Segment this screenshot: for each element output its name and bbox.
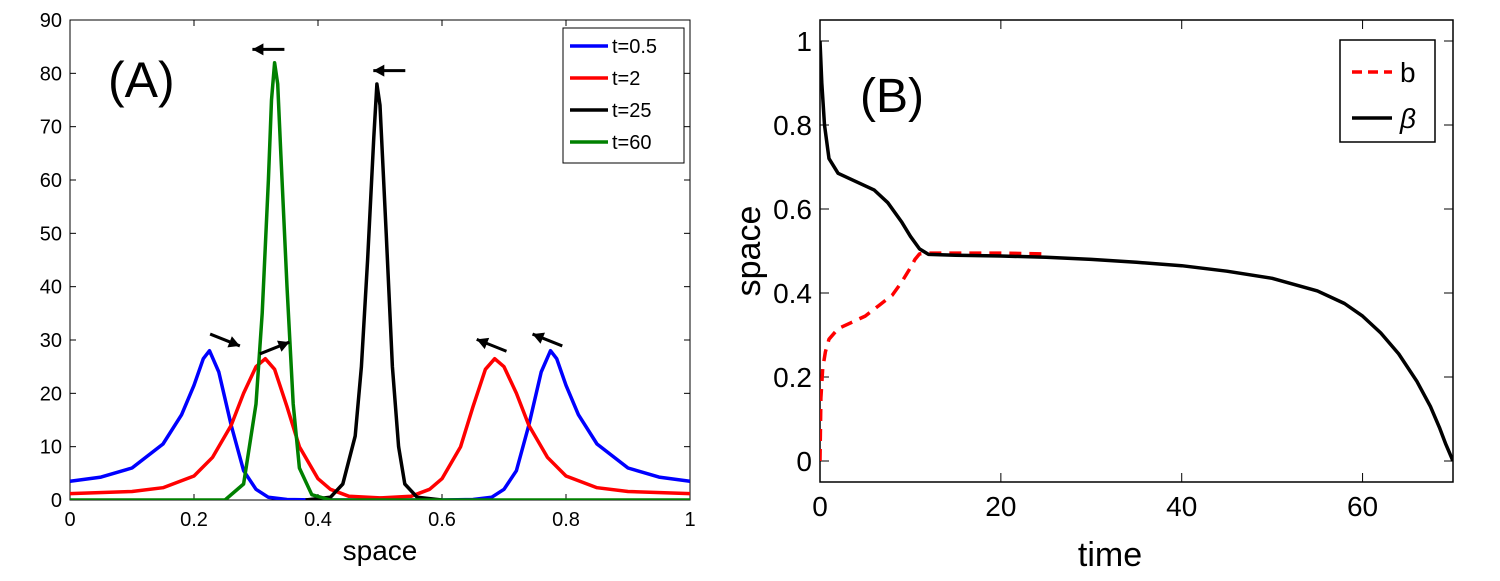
x-tick-label: 40 xyxy=(1166,491,1197,522)
y-tick-label: 0 xyxy=(51,490,62,512)
annotation-arrow-head xyxy=(252,43,264,56)
panel-a-legend: t=0.5 t=2 t=25 t=60 xyxy=(562,27,685,164)
y-tick-label: 10 xyxy=(40,437,62,459)
annotation-arrow-head xyxy=(476,337,490,350)
panel-b: 0 20 40 60 0 0.2 0.4 0.6 0.8 1 (B) time space bβ xyxy=(730,19,1454,574)
legend-label: b xyxy=(1400,57,1416,88)
panel-a-series xyxy=(70,60,690,500)
y-tick-label: 1 xyxy=(796,26,812,57)
panel-b-legend-box xyxy=(1339,39,1436,143)
series-line-t-0-5 xyxy=(70,348,690,500)
legend-label: t=2 xyxy=(612,68,640,90)
series-line-t-25 xyxy=(305,82,443,500)
panel-b-series xyxy=(820,40,1453,462)
legend-label: β xyxy=(1399,103,1416,134)
x-tick-label: 0.2 xyxy=(180,509,208,531)
x-tick-label: 60 xyxy=(1347,491,1378,522)
y-tick-label: 40 xyxy=(40,277,62,299)
y-tick-label: 90 xyxy=(40,10,62,32)
panel-b-legend: bβ xyxy=(1339,39,1436,143)
legend-label: t=60 xyxy=(612,132,651,154)
annotation-arrow-head xyxy=(373,64,385,77)
x-tick-label: 20 xyxy=(985,491,1016,522)
legend-label: t=0.5 xyxy=(612,36,657,58)
y-tick-label: 0 xyxy=(796,446,812,477)
x-tick-label: 0.8 xyxy=(552,509,580,531)
y-tick-label: 0.2 xyxy=(773,362,812,393)
series-line-t-60 xyxy=(70,60,690,500)
x-tick-label: 1 xyxy=(684,509,695,531)
x-tick-label: 0.6 xyxy=(428,509,456,531)
y-tick-label: 50 xyxy=(40,223,62,245)
annotation-arrow-head xyxy=(227,336,240,348)
y-tick-label: 0.6 xyxy=(773,194,812,225)
y-tick-label: 70 xyxy=(40,117,62,139)
panel-a-label: (A) xyxy=(108,52,175,108)
x-tick-label: 0 xyxy=(812,491,828,522)
panel-b-ticks: 0 20 40 60 0 0.2 0.4 0.6 0.8 1 xyxy=(773,20,1453,522)
y-tick-label: 0.4 xyxy=(773,278,812,309)
annotation-arrow-head xyxy=(277,340,290,352)
annotation-arrow-head xyxy=(532,332,545,344)
panel-b-label: (B) xyxy=(860,70,924,123)
series-line-beta xyxy=(820,40,1453,462)
x-tick-label: 0 xyxy=(64,509,75,531)
panel-a-xlabel: space xyxy=(343,535,418,566)
panel-b-xlabel: time xyxy=(1078,536,1142,574)
y-tick-label: 20 xyxy=(40,383,62,405)
x-tick-label: 0.4 xyxy=(304,509,332,531)
y-tick-label: 30 xyxy=(40,330,62,352)
panel-b-ylabel: space xyxy=(730,206,768,297)
legend-label: t=25 xyxy=(612,100,651,122)
y-tick-label: 80 xyxy=(40,63,62,85)
y-tick-label: 60 xyxy=(40,170,62,192)
y-tick-label: 0.8 xyxy=(773,110,812,141)
series-line-t-2 xyxy=(70,356,690,500)
panel-a-arrows xyxy=(209,43,563,356)
